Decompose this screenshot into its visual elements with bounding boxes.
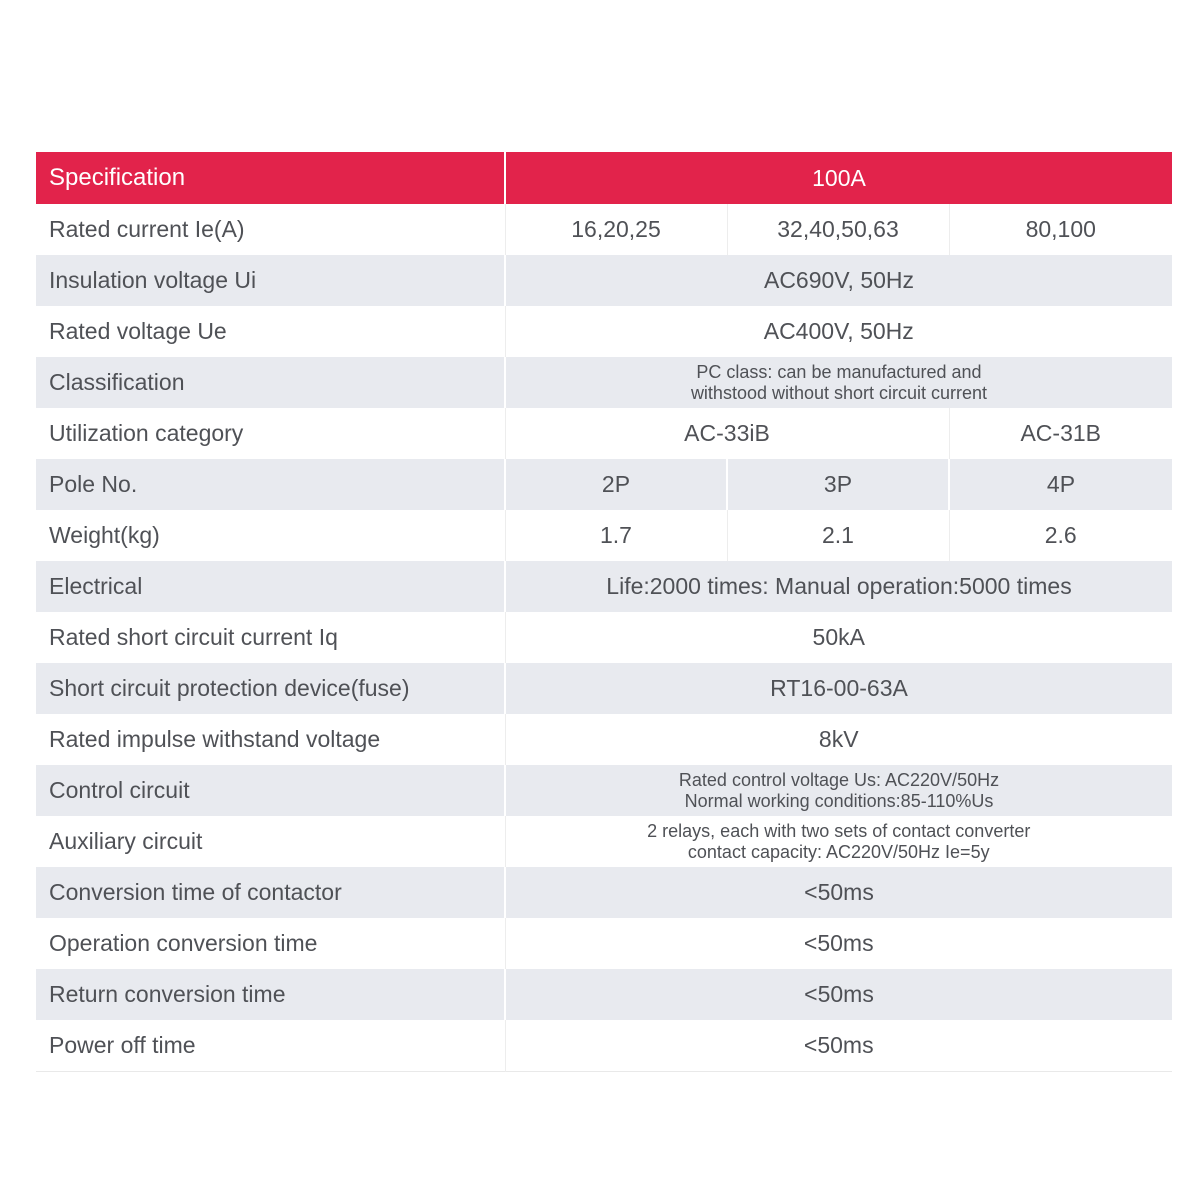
table-row: Power off time <50ms bbox=[36, 1020, 1172, 1072]
specification-sheet: Specification 100A Rated current Ie(A) 16… bbox=[36, 152, 1172, 1072]
row-label: Pole No. bbox=[49, 471, 138, 497]
spec-table: Specification 100A Rated current Ie(A) 16… bbox=[36, 152, 1172, 1072]
row-value: 50kA bbox=[504, 612, 1172, 663]
table-row: Return conversion time <50ms bbox=[36, 969, 1172, 1020]
row-label: Auxiliary circuit bbox=[49, 828, 203, 854]
row-label: Electrical bbox=[49, 573, 143, 599]
row-label: Classification bbox=[49, 369, 185, 395]
table-row: Rated short circuit current Iq 50kA bbox=[36, 612, 1172, 663]
row-value: 3P bbox=[726, 459, 949, 510]
table-row: Pole No. 2P 3P 4P bbox=[36, 459, 1172, 510]
row-value-multiline: PC class: can be manufactured and withsto… bbox=[504, 357, 1172, 408]
row-value: 2.6 bbox=[948, 510, 1172, 561]
row-value: <50ms bbox=[504, 918, 1172, 969]
row-value: <50ms bbox=[504, 867, 1172, 918]
value-line: withstood without short circuit current bbox=[690, 382, 988, 403]
row-label: Rated short circuit current Iq bbox=[49, 624, 338, 650]
row-value: Life:2000 times: Manual operation:5000 t… bbox=[504, 561, 1172, 612]
table-row: Utilization category AC-33iB AC-31B bbox=[36, 408, 1172, 459]
row-value-multiline: 2 relays, each with two sets of contact … bbox=[504, 816, 1172, 867]
row-label: Rated impulse withstand voltage bbox=[49, 726, 381, 752]
header-row: Specification 100A bbox=[36, 152, 1172, 204]
row-value: 2P bbox=[504, 459, 727, 510]
row-label: Weight(kg) bbox=[49, 522, 160, 548]
row-label: Operation conversion time bbox=[49, 930, 318, 956]
row-value: <50ms bbox=[504, 1020, 1172, 1072]
table-row: Rated current Ie(A) 16,20,25 32,40,50,63 80… bbox=[36, 204, 1172, 255]
table-row: Rated voltage Ue AC400V, 50Hz bbox=[36, 306, 1172, 357]
row-value: AC-33iB bbox=[504, 408, 949, 459]
row-value: AC400V, 50Hz bbox=[504, 306, 1172, 357]
row-value: AC-31B bbox=[948, 408, 1172, 459]
row-label: Control circuit bbox=[49, 777, 190, 803]
table-row: Conversion time of contactor <50ms bbox=[36, 867, 1172, 918]
table-row: Electrical Life:2000 times: Manual operat… bbox=[36, 561, 1172, 612]
table-row: Short circuit protection device(fuse) RT1… bbox=[36, 663, 1172, 714]
row-label: Conversion time of contactor bbox=[49, 879, 342, 905]
value-line: Rated control voltage Us: AC220V/50Hz bbox=[678, 769, 1000, 790]
value-line: PC class: can be manufactured and bbox=[696, 361, 982, 382]
value-line: 2 relays, each with two sets of contact … bbox=[647, 820, 1031, 841]
row-value: AC690V, 50Hz bbox=[504, 255, 1172, 306]
table-row: Auxiliary circuit 2 relays, each with two… bbox=[36, 816, 1172, 867]
row-value: 32,40,50,63 bbox=[726, 204, 949, 255]
spec-table-body: Rated current Ie(A) 16,20,25 32,40,50,63 80… bbox=[36, 204, 1172, 1072]
value-line: Normal working conditions:85-110%Us bbox=[684, 790, 994, 811]
row-value-multiline: Rated control voltage Us: AC220V/50Hz Nor… bbox=[504, 765, 1172, 816]
value-line: contact capacity: AC220V/50Hz Ie=5y bbox=[687, 841, 990, 862]
row-label: Rated current Ie(A) bbox=[49, 216, 245, 242]
row-value: 16,20,25 bbox=[504, 204, 727, 255]
row-label: Power off time bbox=[49, 1032, 196, 1058]
row-value: 8kV bbox=[504, 714, 1172, 765]
row-value: 80,100 bbox=[948, 204, 1172, 255]
row-value: 1.7 bbox=[504, 510, 727, 561]
row-label: Rated voltage Ue bbox=[49, 318, 227, 344]
table-row: Weight(kg) 1.7 2.1 2.6 bbox=[36, 510, 1172, 561]
table-row: Control circuit Rated control voltage Us:… bbox=[36, 765, 1172, 816]
table-row: Operation conversion time <50ms bbox=[36, 918, 1172, 969]
table-row: Classification PC class: can be manufactu… bbox=[36, 357, 1172, 408]
table-row: Rated impulse withstand voltage 8kV bbox=[36, 714, 1172, 765]
row-value: RT16-00-63A bbox=[504, 663, 1172, 714]
row-label: Return conversion time bbox=[49, 981, 286, 1007]
row-label: Short circuit protection device(fuse) bbox=[49, 675, 410, 701]
row-value: <50ms bbox=[504, 969, 1172, 1020]
header-rating-value: 100A bbox=[504, 152, 1172, 204]
row-label: Insulation voltage Ui bbox=[49, 267, 257, 293]
row-value: 2.1 bbox=[726, 510, 949, 561]
header-specification-label: Specification bbox=[36, 152, 505, 204]
table-row: Insulation voltage Ui AC690V, 50Hz bbox=[36, 255, 1172, 306]
row-label: Utilization category bbox=[49, 420, 244, 446]
row-value: 4P bbox=[948, 459, 1172, 510]
